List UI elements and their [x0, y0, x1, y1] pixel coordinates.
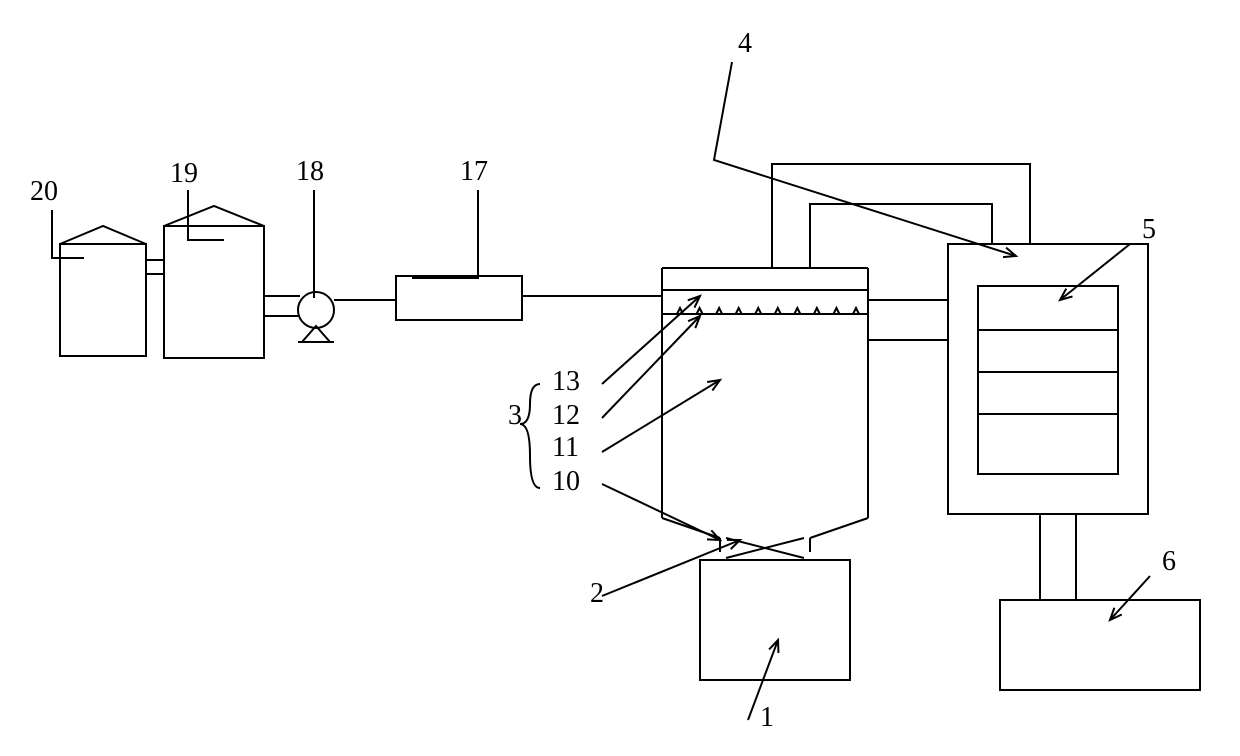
schematic-diagram: 4561231011121317181920	[0, 0, 1240, 756]
label-20: 20	[30, 176, 58, 207]
label-13: 13	[552, 366, 580, 397]
label-4: 4	[738, 28, 752, 59]
label-19: 19	[170, 158, 198, 189]
label-3: 3	[508, 400, 522, 431]
label-6: 6	[1162, 546, 1176, 577]
label-17: 17	[460, 156, 488, 187]
label-11: 11	[552, 432, 579, 463]
label-5: 5	[1142, 214, 1156, 245]
label-2: 2	[590, 578, 604, 609]
label-12: 12	[552, 400, 580, 431]
label-1: 1	[760, 702, 774, 733]
label-10: 10	[552, 466, 580, 497]
label-18: 18	[296, 156, 324, 187]
